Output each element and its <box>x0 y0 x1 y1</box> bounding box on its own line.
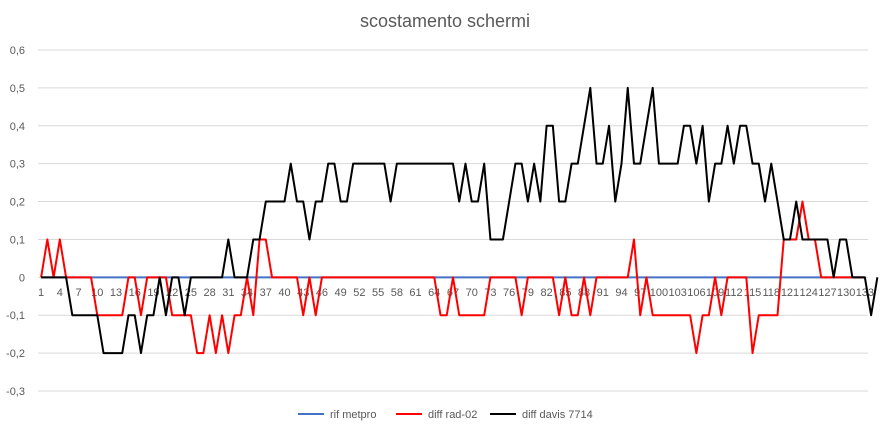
series-line-2 <box>41 86 879 355</box>
y-tick-label: 0 <box>19 272 25 284</box>
x-tick-label: 118 <box>762 287 780 299</box>
x-tick-label: 49 <box>335 287 347 299</box>
y-tick-label: -0,3 <box>6 386 25 398</box>
y-tick-label: 0,2 <box>10 197 25 209</box>
x-tick-label: 124 <box>800 287 818 299</box>
legend-label: rif metpro <box>330 409 376 421</box>
x-tick-label: 94 <box>615 287 627 299</box>
chart-title: scostamento schermi <box>360 11 530 31</box>
x-tick-label: 46 <box>316 287 328 299</box>
x-tick-label: 133 <box>856 287 874 299</box>
x-tick-label: 130 <box>837 287 855 299</box>
x-tick-label: 4 <box>57 287 63 299</box>
x-tick-label: 127 <box>818 287 836 299</box>
y-tick-label: 0,1 <box>10 234 25 246</box>
x-tick-label: 106 <box>687 287 705 299</box>
y-tick-label: -0,2 <box>6 348 25 360</box>
x-tick-label: 37 <box>260 287 272 299</box>
y-axis-ticks: -0,3 -0,2 -0,1 0 0,1 0,2 0,3 0,4 0,5 0,6 <box>6 45 25 398</box>
x-tick-label: 52 <box>353 287 365 299</box>
x-tick-label: 1 <box>38 287 44 299</box>
gridlines <box>38 49 868 392</box>
x-tick-label: 58 <box>391 287 403 299</box>
x-tick-label: 31 <box>222 287 234 299</box>
x-tick-label: 112 <box>725 287 743 299</box>
x-tick-label: 28 <box>203 287 215 299</box>
x-tick-label: 55 <box>372 287 384 299</box>
x-tick-label: 100 <box>650 287 668 299</box>
y-tick-label: 0,6 <box>10 45 25 57</box>
series-line-1 <box>40 200 865 355</box>
y-tick-label: 0,5 <box>10 83 25 95</box>
x-tick-label: 121 <box>781 287 799 299</box>
series-lines <box>40 86 879 355</box>
x-tick-label: 91 <box>597 287 609 299</box>
x-tick-label: 85 <box>559 287 571 299</box>
x-tick-label: 70 <box>466 287 478 299</box>
legend-label: diff davis 7714 <box>522 409 593 421</box>
x-tick-label: 67 <box>447 287 459 299</box>
x-tick-label: 82 <box>540 287 552 299</box>
y-tick-label: -0,1 <box>6 310 25 322</box>
x-tick-label: 13 <box>110 287 122 299</box>
x-tick-label: 34 <box>241 287 253 299</box>
x-tick-label: 7 <box>76 287 82 299</box>
x-tick-label: 76 <box>503 287 515 299</box>
x-tick-label: 16 <box>129 287 141 299</box>
x-tick-label: 109 <box>706 287 724 299</box>
x-axis-ticks: 1 4 7 10 13 16 19 22 25 28 31 34 37 40 43 46 49 52 55 58 61 6… <box>38 287 874 299</box>
x-tick-label: 103 <box>668 287 686 299</box>
x-tick-label: 61 <box>409 287 421 299</box>
y-tick-label: 0,4 <box>10 121 25 133</box>
x-tick-label: 79 <box>522 287 534 299</box>
legend-label: diff rad-02 <box>428 409 477 421</box>
y-tick-label: 0,3 <box>10 159 25 171</box>
x-tick-label: 40 <box>278 287 290 299</box>
legend: rif metpro diff rad-02 diff davis 7714 <box>298 409 593 421</box>
